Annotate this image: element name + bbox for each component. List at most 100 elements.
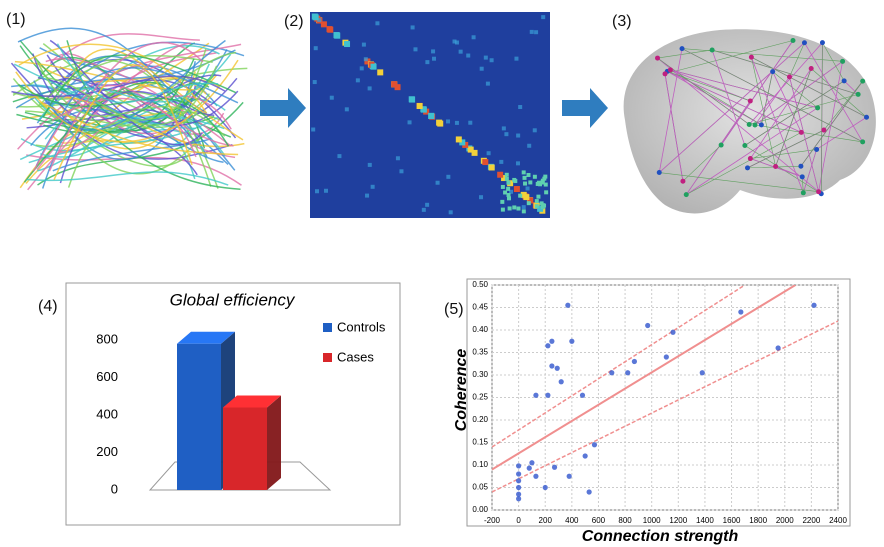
chart-title: Global efficiency <box>170 290 296 309</box>
y-tick-label: 0.15 <box>472 438 488 447</box>
matrix-cell <box>523 176 527 180</box>
matrix-cell <box>453 40 457 44</box>
network-node <box>798 164 803 169</box>
matrix-cell <box>314 46 318 50</box>
point <box>700 370 705 375</box>
point <box>533 393 538 398</box>
network-node <box>748 98 753 103</box>
matrix-cell <box>487 151 491 155</box>
arrow <box>260 88 306 128</box>
matrix-cell <box>497 172 503 178</box>
network-node <box>815 105 820 110</box>
arrow <box>562 88 608 128</box>
matrix-cell <box>395 84 401 90</box>
matrix-cell <box>324 189 328 193</box>
x-tick-label: 2200 <box>802 516 820 525</box>
matrix-cell <box>449 210 453 214</box>
matrix-cell <box>409 97 415 103</box>
matrix-cell <box>455 121 459 125</box>
matrix-cell <box>466 54 470 58</box>
matrix-cell <box>500 200 504 204</box>
point <box>776 345 781 350</box>
panel-label: (3) <box>612 13 632 30</box>
point <box>565 303 570 308</box>
point <box>609 370 614 375</box>
matrix-cell <box>480 67 484 71</box>
point <box>555 366 560 371</box>
matrix-cell <box>365 194 369 198</box>
matrix-cell <box>523 194 529 200</box>
y-tick-label: 0.35 <box>472 348 488 357</box>
matrix-cell <box>428 113 434 119</box>
matrix-cell <box>501 208 505 212</box>
network-node <box>773 164 778 169</box>
x-tick-label: 2400 <box>829 516 847 525</box>
network-node <box>663 71 668 76</box>
y-axis-title: Coherence <box>453 349 470 432</box>
network-node <box>801 190 806 195</box>
matrix-cell <box>468 121 472 125</box>
brain-network-image <box>624 29 876 213</box>
point <box>625 370 630 375</box>
matrix-cell <box>505 173 509 177</box>
point <box>533 474 538 479</box>
matrix-cell <box>514 186 520 192</box>
point <box>516 496 521 501</box>
point <box>738 309 743 314</box>
point <box>569 339 574 344</box>
x-tick-label: -200 <box>484 516 501 525</box>
panel-label: (5) <box>444 301 464 318</box>
network-node <box>787 74 792 79</box>
matrix-cell <box>505 177 509 181</box>
y-tick-label: 0 <box>111 481 118 496</box>
matrix-cell <box>527 201 531 205</box>
network-node <box>799 130 804 135</box>
point <box>516 463 521 468</box>
matrix-cell <box>399 169 403 173</box>
network-node <box>655 56 660 61</box>
y-tick-label: 600 <box>96 369 118 384</box>
matrix-cell <box>541 15 545 19</box>
x-tick-label: 200 <box>539 516 553 525</box>
network-node <box>814 147 819 152</box>
matrix-cell <box>436 181 440 185</box>
matrix-cell <box>535 199 539 203</box>
network-node <box>680 179 685 184</box>
point <box>580 393 585 398</box>
bar <box>223 408 267 491</box>
point <box>516 485 521 490</box>
point <box>545 393 550 398</box>
network-node <box>840 59 845 64</box>
matrix-cell <box>432 57 436 61</box>
bar-side <box>267 396 281 491</box>
x-axis-title: Connection strength <box>582 528 739 545</box>
network-node <box>748 156 753 161</box>
y-tick-label: 0.50 <box>472 280 488 289</box>
x-tick-label: 1000 <box>643 516 661 525</box>
network-node <box>719 143 724 148</box>
y-tick-label: 800 <box>96 331 118 346</box>
matrix-cell <box>368 163 372 167</box>
matrix-cell <box>486 82 490 86</box>
matrix-cell <box>522 205 526 209</box>
point <box>670 330 675 335</box>
matrix-cell <box>490 58 494 62</box>
matrix-cell <box>528 180 532 184</box>
matrix-cell <box>315 189 319 193</box>
network-node <box>668 67 673 72</box>
matrix-cell <box>313 80 317 84</box>
matrix-cell <box>345 107 349 111</box>
matrix-cell <box>504 132 508 136</box>
matrix-cell <box>313 14 319 20</box>
y-tick-label: 0.25 <box>472 393 488 402</box>
matrix-cell <box>518 194 522 198</box>
network-node <box>816 189 821 194</box>
y-tick-label: 0.05 <box>472 483 488 492</box>
network-node <box>842 78 847 83</box>
network-node <box>684 192 689 197</box>
point <box>587 489 592 494</box>
y-tick-label: 400 <box>96 406 118 421</box>
matrix-cell <box>535 204 539 208</box>
matrix-cell <box>371 185 375 189</box>
x-tick-label: 1600 <box>723 516 741 525</box>
